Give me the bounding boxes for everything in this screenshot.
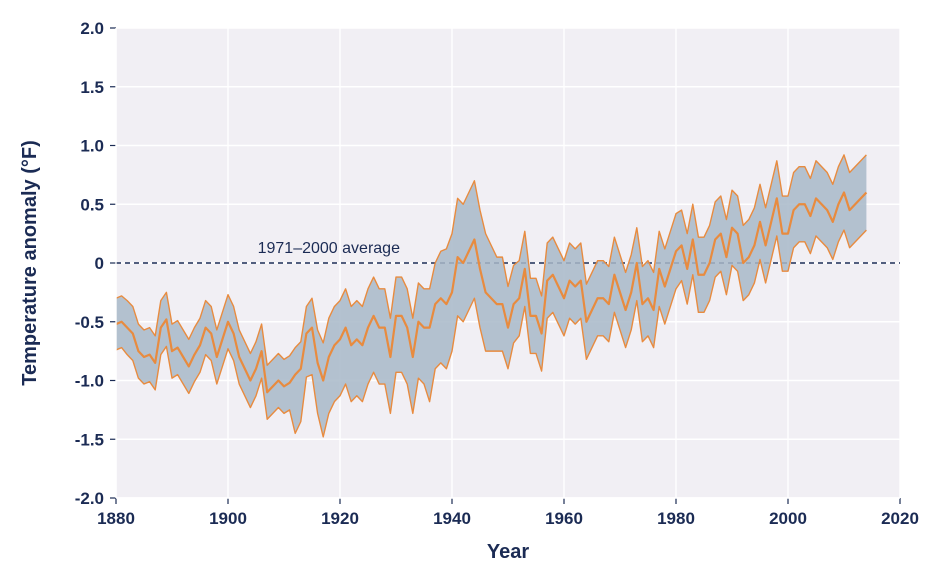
x-tick-label: 1880: [97, 509, 135, 528]
y-axis-label: Temperature anomaly (°F): [19, 140, 41, 385]
temperature-anomaly-chart: 1880 1900 1920 1940 1960 1980 2000 2020 -2.0 -1.5…: [0, 0, 928, 580]
x-tick-label: 1960: [545, 509, 583, 528]
y-tick-label: -1.0: [75, 372, 104, 391]
x-tick-label: 1920: [321, 509, 359, 528]
y-tick-label: 1.0: [80, 137, 104, 156]
baseline-label: 1971–2000 average: [258, 240, 400, 257]
chart-svg: 1880 1900 1920 1940 1960 1980 2000 2020 -2.0 -1.5…: [0, 0, 928, 580]
y-tick-label: 0.5: [80, 195, 104, 214]
y-tick-label: -0.5: [75, 313, 104, 332]
x-tick-label: 2000: [769, 509, 807, 528]
y-tick-label: 2.0: [80, 19, 104, 38]
x-tick-label: 1940: [433, 509, 471, 528]
x-tick-label: 1900: [209, 509, 247, 528]
y-tick-label: 1.5: [80, 78, 104, 97]
y-tick-label: 0: [95, 254, 104, 273]
y-tick-label: -1.5: [75, 430, 104, 449]
x-axis-label: Year: [487, 541, 529, 563]
x-tick-label: 1980: [657, 509, 695, 528]
x-tick-label: 2020: [881, 509, 919, 528]
y-tick-label: -2.0: [75, 489, 104, 508]
